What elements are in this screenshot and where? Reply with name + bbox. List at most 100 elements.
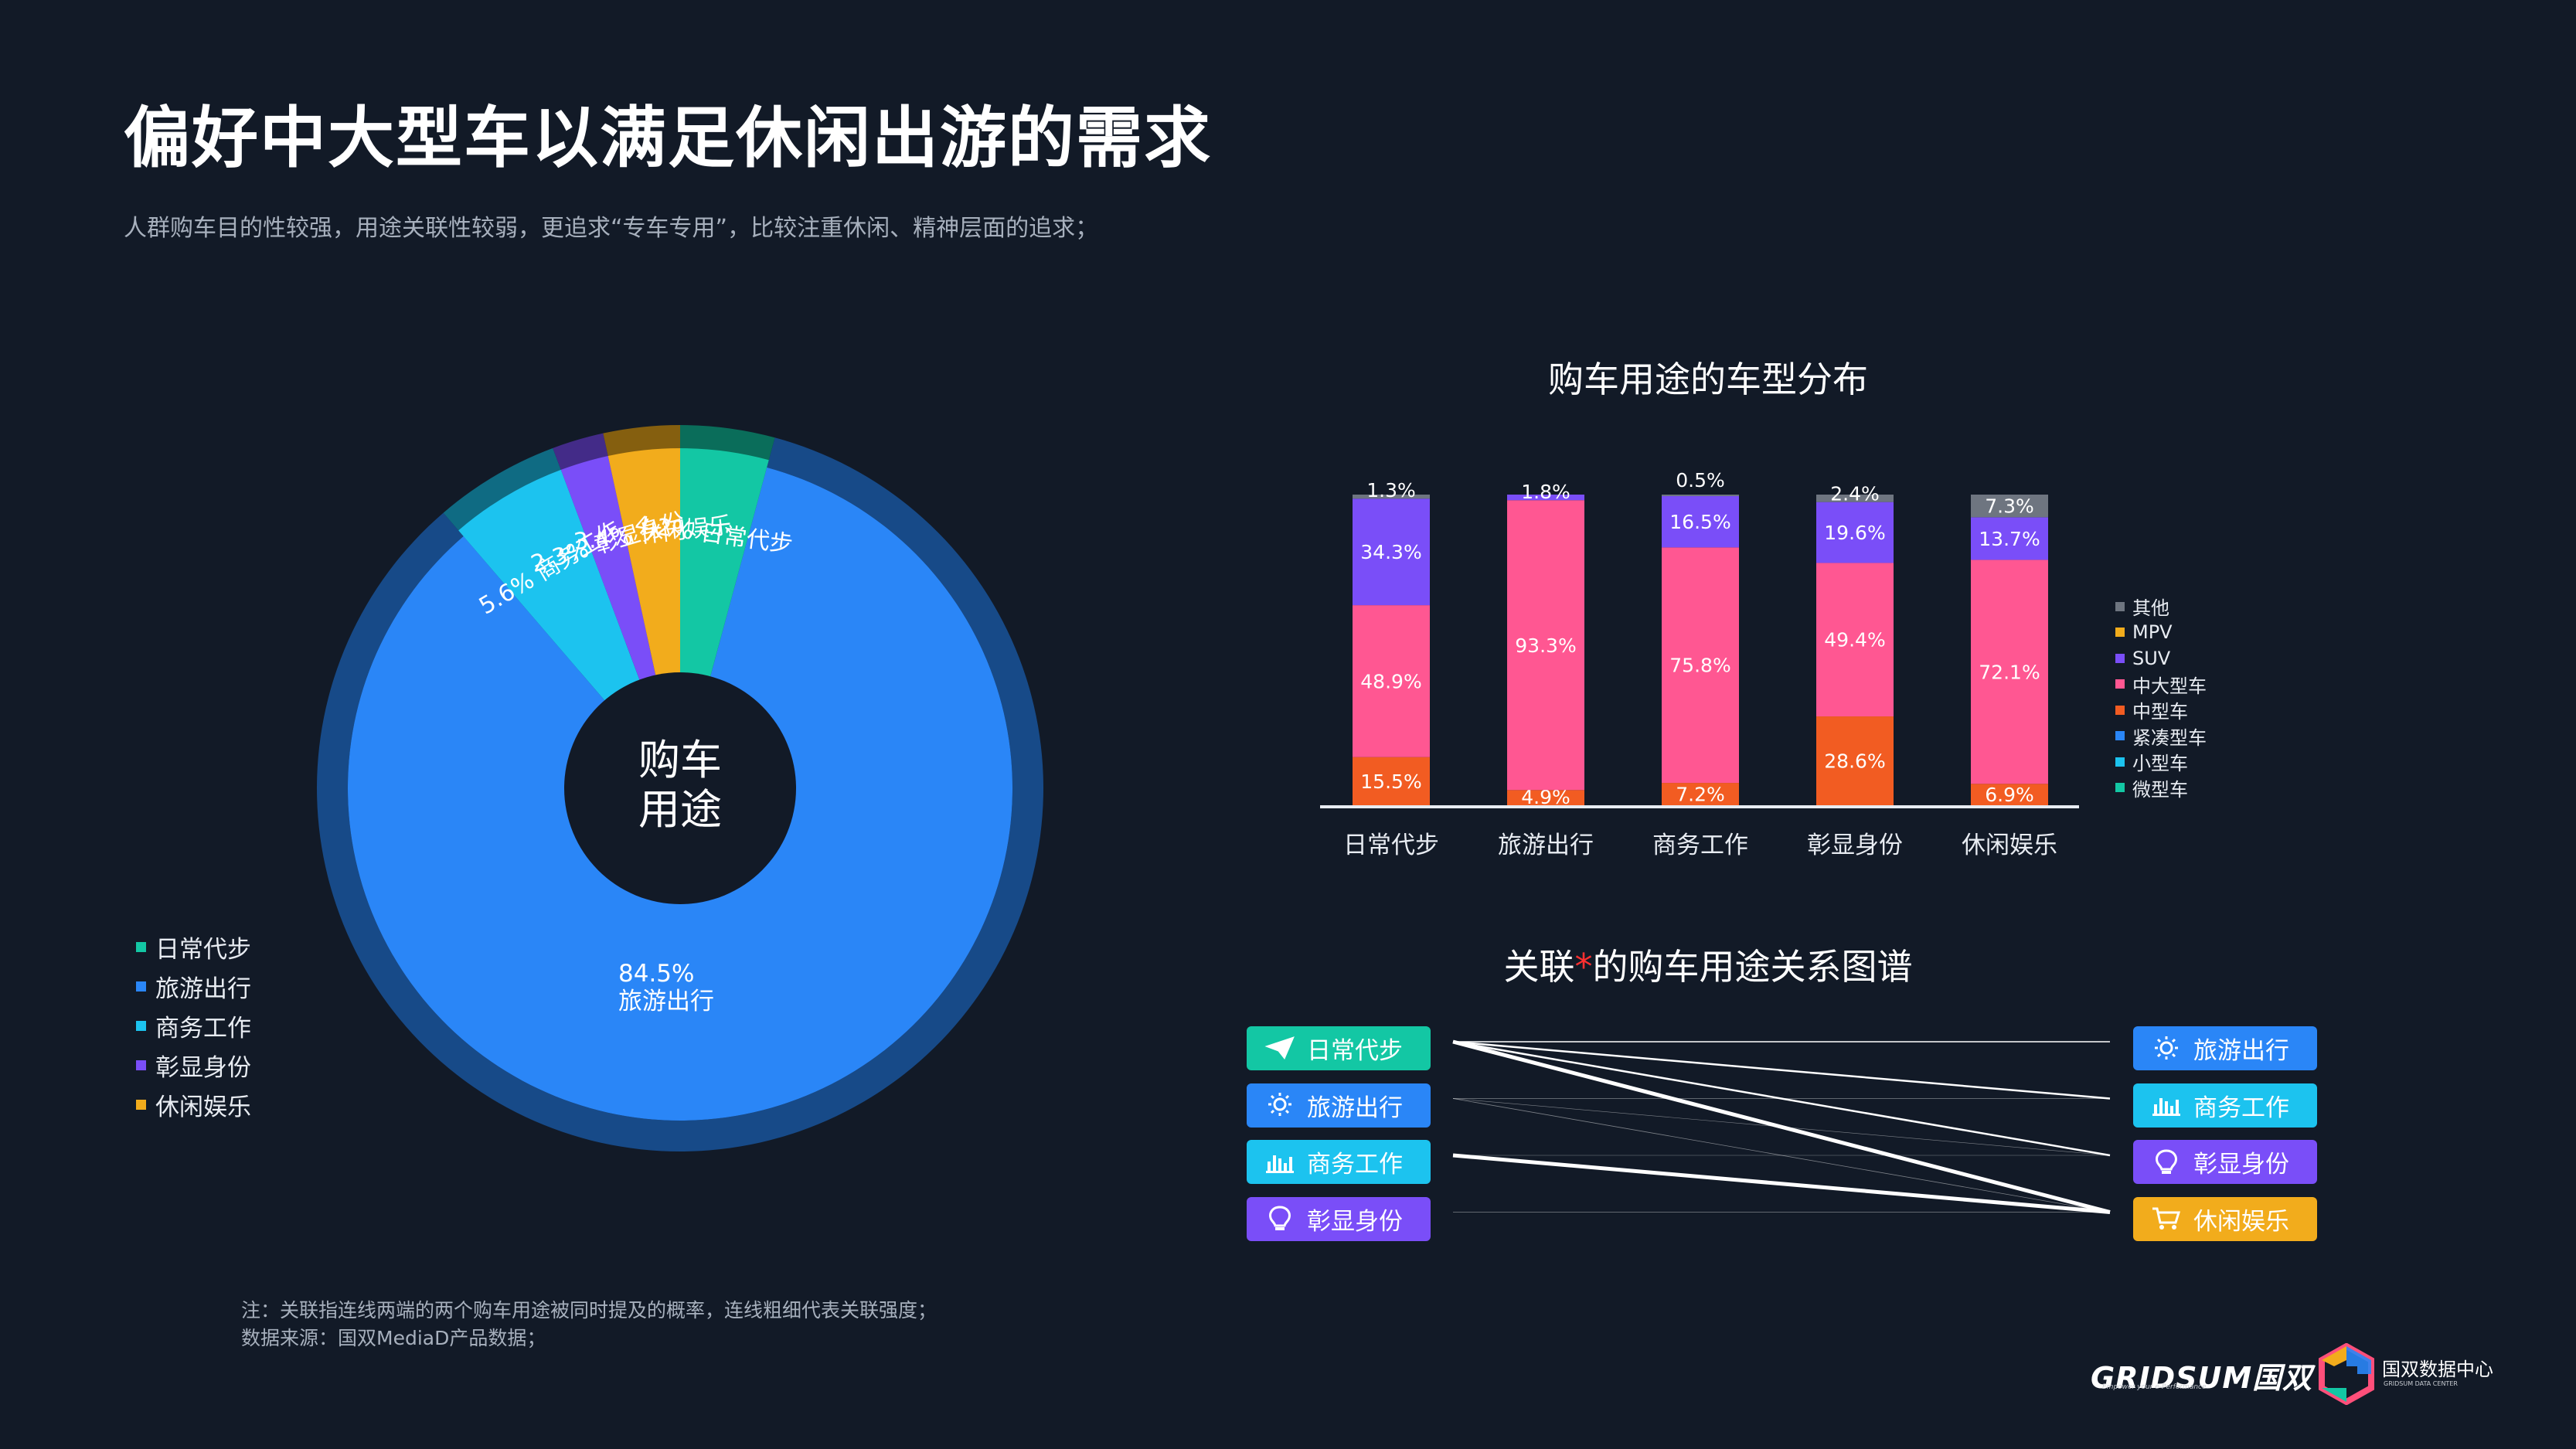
footnote-note: 注：关联指连线两端的两个购车用途被同时提及的概率，连线粗细代表关联强度； xyxy=(241,1299,938,1321)
donut-legend: 日常代步旅游出行商务工作彰显身份 休闲娱乐 xyxy=(136,927,251,1124)
network-node-left-2: 商务工作 xyxy=(1247,1140,1431,1184)
legend-label: SUV xyxy=(2132,647,2171,669)
vehicle-legend-item: 小型车 xyxy=(2115,749,2207,775)
vehicle-type-legend: 其他 MPV SUV 中大型车 中型车 紧凑型车 小型车 微型车 xyxy=(2115,594,2207,801)
network-node-right-1: 商务工作 xyxy=(2133,1083,2317,1128)
network-node-left-3: 彰显身份 xyxy=(1247,1196,1431,1241)
stacked-bar-chart: 15.5%48.9%34.3%1.3%日常代步4.9%93.3%1.8%旅游出行… xyxy=(1320,469,2079,859)
bar-value-label: 34.3% xyxy=(1360,541,1421,563)
donut-center-hole xyxy=(564,672,796,904)
bar-value-label: 19.6% xyxy=(1824,522,1885,544)
bar-segment xyxy=(1662,495,1739,497)
x-tick-label: 旅游出行 xyxy=(1498,832,1594,859)
network-node-right-2: 彰显身份 xyxy=(2133,1140,2317,1184)
bar-value-label: 7.2% xyxy=(1676,784,1725,806)
sun-icon xyxy=(2147,1036,2186,1062)
network-title-part2: 的购车用途关系图谱 xyxy=(1592,946,1913,988)
legend-label: 旅游出行 xyxy=(155,975,251,1003)
donut-legend-item: 彰显身份 xyxy=(136,1046,251,1085)
network-node-label: 商务工作 xyxy=(2193,1094,2289,1122)
legend-swatch xyxy=(2115,653,2125,663)
bar-segment xyxy=(1816,502,1894,563)
vehicle-legend-item: 紧凑型车 xyxy=(2115,723,2207,750)
legend-swatch xyxy=(2115,705,2125,715)
legend-label: 小型车 xyxy=(2132,753,2188,775)
x-tick-label: 日常代步 xyxy=(1343,832,1439,859)
relation-link xyxy=(1452,1153,2111,1214)
lightbulb-icon xyxy=(2147,1148,2186,1175)
network-node-label: 彰显身份 xyxy=(2193,1151,2289,1179)
donut-legend-item: 休闲娱乐 xyxy=(136,1085,251,1124)
donut-legend-item: 商务工作 xyxy=(136,1006,251,1046)
network-node-left-1: 旅游出行 xyxy=(1247,1083,1431,1128)
legend-swatch xyxy=(136,1060,146,1070)
bar-value-label: 72.1% xyxy=(1979,661,2040,683)
bar-segment xyxy=(1816,495,1894,502)
legend-swatch xyxy=(136,1021,146,1031)
network-title-part1: 关联 xyxy=(1503,946,1575,988)
donut-legend-item: 日常代步 xyxy=(136,927,251,967)
legend-label: 其他 xyxy=(2132,597,2169,620)
legend-label: 中大型车 xyxy=(2132,675,2207,697)
footnote: 注：关联指连线两端的两个购车用途被同时提及的概率，连线粗细代表关联强度； 数据来… xyxy=(241,1297,937,1352)
network-title: 关联*的购车用途关系图谱 xyxy=(1314,939,2102,990)
relation-link xyxy=(1452,1040,2111,1157)
bar-value-label: 13.7% xyxy=(1979,528,2040,550)
bar-value-label: 2.4% xyxy=(1830,483,1880,505)
page-title: 偏好中大型车以满足休闲出游的需求 xyxy=(124,100,1212,177)
bar-segment xyxy=(1971,784,2048,805)
legend-swatch xyxy=(2115,783,2125,793)
cart-icon xyxy=(2147,1206,2186,1232)
vehicle-legend-item: 中大型车 xyxy=(2115,672,2207,698)
network-title-star: * xyxy=(1574,946,1593,988)
bar-segment xyxy=(1971,517,2048,560)
bar-value-label: 0.5% xyxy=(1676,469,1725,492)
bar-value-label: 6.9% xyxy=(1985,784,2034,806)
bar-chart-icon xyxy=(2147,1092,2186,1118)
network-node-label: 旅游出行 xyxy=(2193,1037,2289,1065)
legend-label: 微型车 xyxy=(2132,778,2188,801)
legend-swatch xyxy=(136,981,146,992)
bar-segment xyxy=(1662,496,1739,548)
bar-segment xyxy=(1662,547,1739,784)
bar-chart-title: 购车用途的车型分布 xyxy=(1548,359,1868,400)
sun-icon xyxy=(1261,1092,1299,1118)
relation-link xyxy=(1452,1040,2111,1100)
bar-value-label: 28.6% xyxy=(1824,750,1885,773)
vehicle-legend-item: 微型车 xyxy=(2115,775,2207,801)
bar-value-label: 93.3% xyxy=(1515,634,1576,657)
bar-segment xyxy=(1971,560,2048,784)
bar-segment xyxy=(1353,605,1430,757)
bar-value-label: 1.8% xyxy=(1521,481,1570,503)
legend-swatch xyxy=(136,942,146,952)
bar-segment xyxy=(1662,783,1739,805)
bar-segment xyxy=(1507,790,1584,805)
relation-link xyxy=(1452,1098,2111,1213)
legend-label: MPV xyxy=(2132,621,2173,644)
legend-label: 商务工作 xyxy=(155,1015,251,1043)
legend-swatch xyxy=(136,1100,146,1110)
bar-segment xyxy=(1971,495,2048,518)
bar-value-label: 16.5% xyxy=(1669,511,1730,533)
vehicle-legend-item: SUV xyxy=(2115,645,2207,672)
network-node-label: 休闲娱乐 xyxy=(2193,1207,2289,1236)
bar-segment xyxy=(1816,563,1894,717)
legend-swatch xyxy=(2115,679,2125,689)
bar-segment xyxy=(1507,495,1584,501)
network-node-right-0: 旅游出行 xyxy=(2133,1026,2317,1070)
relation-link xyxy=(1452,1098,2111,1156)
footnote-source: 数据来源：国双MediaD产品数据； xyxy=(241,1327,546,1349)
donut-label-0: 84.5%旅游出行 xyxy=(618,960,714,1015)
lightbulb-icon xyxy=(1261,1206,1299,1232)
data-center-tagline: GRIDSUM DATA CENTER xyxy=(2384,1380,2458,1387)
bar-segment xyxy=(1353,498,1430,606)
donut-center-label-2: 用途 xyxy=(638,785,722,834)
donut-legend-item: 旅游出行 xyxy=(136,967,251,1006)
bar-segment xyxy=(1353,495,1430,499)
network-node-label: 彰显身份 xyxy=(1307,1207,1403,1236)
donut-center-label-1: 购车 xyxy=(638,736,722,784)
page-subtitle: 人群购车目的性较强，用途关联性较弱，更追求“专车专用”，比较注重休闲、精神层面的… xyxy=(124,215,1099,242)
bar-value-label: 15.5% xyxy=(1360,770,1421,793)
bar-value-label: 1.3% xyxy=(1366,479,1416,502)
